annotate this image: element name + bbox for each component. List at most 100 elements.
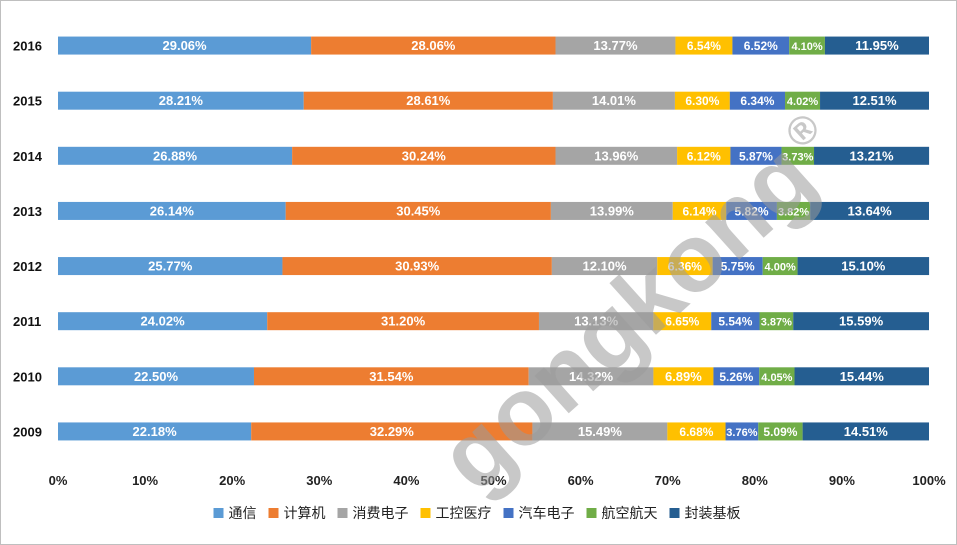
- bar-segment: [789, 36, 825, 55]
- bar-segment: [58, 146, 293, 165]
- bar-segment: [674, 91, 730, 110]
- y-category-label: 2009: [13, 424, 42, 439]
- legend-item-label: 航空航天: [602, 506, 658, 522]
- x-tick-label: 90%: [829, 473, 855, 488]
- x-tick-label: 100%: [912, 473, 946, 488]
- legend-item-label: 通信: [229, 506, 257, 522]
- data-label: 22.50%: [134, 369, 179, 384]
- data-label: 26.14%: [150, 203, 195, 218]
- data-label: 13.13%: [574, 314, 619, 329]
- bar-segment: [58, 91, 304, 110]
- bar-segment: [732, 36, 790, 55]
- legend-swatch: [669, 508, 680, 518]
- data-label: 28.61%: [406, 93, 451, 108]
- bar-segment: [532, 422, 668, 441]
- bar-segment: [538, 312, 654, 331]
- bar-segment: [303, 91, 553, 110]
- data-label: 30.24%: [402, 148, 447, 163]
- bar-segment: [810, 201, 929, 220]
- bar-segment: [58, 201, 286, 220]
- bar-segment: [802, 422, 929, 441]
- data-label: 30.45%: [396, 203, 441, 218]
- x-tick-label: 70%: [655, 473, 681, 488]
- bar-segment: [758, 422, 803, 441]
- bar-segment: [759, 367, 795, 386]
- data-label: 24.02%: [141, 314, 186, 329]
- data-label: 31.54%: [369, 369, 414, 384]
- bar-segment: [824, 36, 929, 55]
- bar-segment: [814, 146, 930, 165]
- legend-swatch: [503, 508, 514, 518]
- bar-segment: [730, 146, 782, 165]
- data-label: 6.30%: [685, 94, 719, 108]
- data-label: 6.68%: [679, 425, 713, 439]
- bar-segment: [550, 201, 673, 220]
- legend-item-label: 汽车电子: [519, 505, 575, 522]
- data-label: 15.10%: [841, 259, 886, 274]
- bar-segment: [776, 201, 811, 220]
- data-label: 6.65%: [665, 315, 699, 329]
- bar-segment: [551, 257, 658, 276]
- bar-segment: [311, 36, 556, 55]
- data-label: 12.10%: [583, 259, 628, 274]
- data-label: 32.29%: [370, 424, 415, 439]
- data-label: 4.10%: [791, 41, 822, 53]
- y-category-label: 2014: [13, 149, 43, 164]
- legend-swatch: [337, 508, 348, 518]
- bar-segment: [759, 312, 794, 331]
- data-label: 15.59%: [839, 314, 884, 329]
- x-tick-label: 80%: [742, 473, 768, 488]
- data-label: 3.73%: [782, 151, 813, 163]
- bar-segment: [653, 367, 714, 386]
- data-label: 13.96%: [594, 148, 639, 163]
- bar-segment: [552, 91, 675, 110]
- bar-segment: [797, 257, 930, 276]
- bar-segment: [58, 367, 254, 386]
- bar-segment: [677, 146, 731, 165]
- bar-segment: [672, 201, 727, 220]
- data-label: 13.64%: [848, 203, 893, 218]
- bar-segment: [555, 146, 678, 165]
- bar-segment: [781, 146, 815, 165]
- data-label: 6.12%: [687, 149, 721, 163]
- bar-segment: [667, 422, 726, 441]
- data-label: 6.89%: [665, 369, 702, 384]
- bar-segment: [762, 257, 798, 276]
- data-label: 5.54%: [718, 315, 752, 329]
- data-label: 6.52%: [744, 39, 778, 53]
- data-label: 6.34%: [740, 94, 774, 108]
- y-category-label: 2016: [13, 39, 42, 54]
- bar-segment: [292, 146, 556, 165]
- x-tick-label: 30%: [306, 473, 332, 488]
- legend-swatch: [213, 508, 224, 518]
- bar-segment: [58, 36, 312, 55]
- bar-segment: [282, 257, 552, 276]
- bar-segment: [657, 257, 713, 276]
- data-label: 14.32%: [569, 369, 614, 384]
- data-label: 25.77%: [148, 259, 193, 274]
- data-label: 3.82%: [778, 206, 809, 218]
- data-label: 26.88%: [153, 148, 198, 163]
- y-category-label: 2013: [13, 204, 42, 219]
- data-label: 29.06%: [163, 38, 208, 53]
- data-label: 15.44%: [840, 369, 885, 384]
- bar-segment: [58, 257, 283, 276]
- bar-segment: [267, 312, 539, 331]
- data-label: 5.26%: [719, 370, 753, 384]
- bar-segment: [794, 367, 929, 386]
- bar-segment: [726, 201, 777, 220]
- data-label: 5.09%: [763, 425, 797, 439]
- data-label: 30.93%: [395, 259, 440, 274]
- data-label: 3.76%: [726, 427, 757, 439]
- data-label: 28.06%: [411, 38, 456, 53]
- axis-layer: 2016 2015 2014 2013 2012 2011 2010 2009 0% 10% 20%…: [13, 39, 946, 488]
- data-label: 4.02%: [787, 96, 818, 108]
- x-tick-label: 60%: [568, 473, 594, 488]
- legend-swatch: [268, 508, 279, 518]
- x-tick-label: 0%: [49, 473, 68, 488]
- data-label: 5.82%: [735, 204, 769, 218]
- data-label: 28.21%: [159, 93, 204, 108]
- bar-segment: [653, 312, 712, 331]
